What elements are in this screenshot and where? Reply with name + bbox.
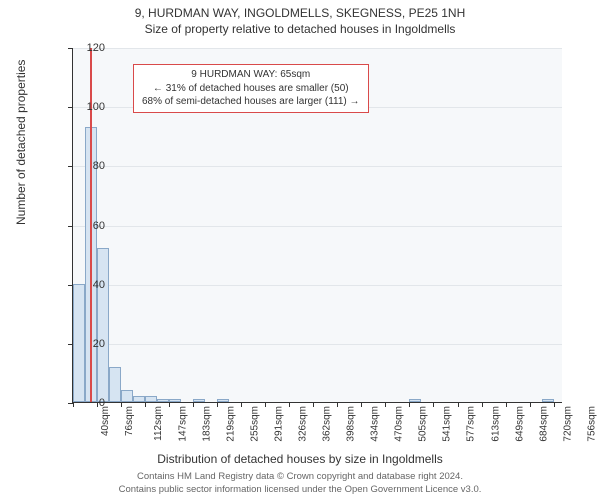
histogram-bar — [193, 399, 205, 402]
xtick-mark — [265, 402, 266, 407]
histogram-bar — [145, 396, 157, 402]
xtick-mark — [241, 402, 242, 407]
xtick-label: 183sqm — [202, 406, 213, 442]
gridline — [73, 344, 562, 345]
annotation-box: 9 HURDMAN WAY: 65sqm← 31% of detached ho… — [133, 64, 369, 113]
xtick-label: 362sqm — [322, 406, 333, 442]
xtick-mark — [313, 402, 314, 407]
xtick-label: 684sqm — [538, 406, 549, 442]
histogram-bar — [97, 248, 109, 402]
xtick-mark — [530, 402, 531, 407]
xtick-mark — [217, 402, 218, 407]
footer-line-2: Contains public sector information licen… — [0, 484, 600, 496]
xtick-mark — [385, 402, 386, 407]
xtick-label: 76sqm — [124, 406, 135, 436]
ytick-label: 40 — [75, 279, 105, 291]
xtick-label: 398sqm — [346, 406, 357, 442]
xtick-mark — [337, 402, 338, 407]
xtick-label: 219sqm — [226, 406, 237, 442]
xtick-label: 720sqm — [562, 406, 573, 442]
histogram-bar — [133, 396, 145, 402]
xtick-mark — [554, 402, 555, 407]
ytick-mark — [68, 226, 73, 227]
xtick-mark — [289, 402, 290, 407]
xtick-mark — [482, 402, 483, 407]
xtick-label: 541sqm — [442, 406, 453, 442]
xtick-label: 505sqm — [418, 406, 429, 442]
histogram-bar — [121, 390, 133, 402]
histogram-bar — [217, 399, 229, 402]
xtick-mark — [73, 402, 74, 407]
ytick-label: 80 — [75, 160, 105, 172]
xtick-mark — [458, 402, 459, 407]
xtick-label: 147sqm — [178, 406, 189, 442]
histogram-bar — [169, 399, 181, 402]
y-axis-label: Number of detached properties — [14, 60, 28, 225]
footer-attribution: Contains HM Land Registry data © Crown c… — [0, 471, 600, 496]
chart-plot-area: 40sqm76sqm112sqm147sqm183sqm219sqm255sqm… — [72, 48, 562, 403]
ytick-label: 0 — [75, 397, 105, 409]
gridline — [73, 166, 562, 167]
xtick-mark — [361, 402, 362, 407]
ytick-mark — [68, 107, 73, 108]
ytick-mark — [68, 166, 73, 167]
title-block: 9, HURDMAN WAY, INGOLDMELLS, SKEGNESS, P… — [0, 0, 600, 37]
annotation-line: 9 HURDMAN WAY: 65sqm — [142, 68, 360, 82]
xtick-label: 434sqm — [370, 406, 381, 442]
title-line-1: 9, HURDMAN WAY, INGOLDMELLS, SKEGNESS, P… — [0, 6, 600, 22]
xtick-mark — [409, 402, 410, 407]
histogram-bar — [409, 399, 421, 402]
xtick-label: 326sqm — [298, 406, 309, 442]
ytick-label: 100 — [75, 101, 105, 113]
footer-line-1: Contains HM Land Registry data © Crown c… — [0, 471, 600, 483]
xtick-label: 112sqm — [153, 406, 164, 441]
xtick-label: 577sqm — [466, 406, 477, 442]
xtick-mark — [169, 402, 170, 407]
xtick-label: 255sqm — [250, 406, 261, 442]
title-line-2: Size of property relative to detached ho… — [0, 22, 600, 38]
xtick-label: 756sqm — [586, 406, 597, 442]
ytick-label: 20 — [75, 338, 105, 350]
xtick-mark — [121, 402, 122, 407]
histogram-bar — [542, 399, 554, 402]
xtick-mark — [433, 402, 434, 407]
ytick-label: 60 — [75, 220, 105, 232]
xtick-mark — [506, 402, 507, 407]
annotation-line: 68% of semi-detached houses are larger (… — [142, 95, 360, 109]
gridline — [73, 48, 562, 49]
xtick-label: 649sqm — [514, 406, 525, 442]
x-axis-label: Distribution of detached houses by size … — [0, 452, 600, 466]
xtick-label: 470sqm — [394, 406, 405, 442]
histogram-bar — [109, 367, 121, 403]
ytick-label: 120 — [75, 42, 105, 54]
ytick-mark — [68, 48, 73, 49]
annotation-line: ← 31% of detached houses are smaller (50… — [142, 82, 360, 96]
xtick-mark — [193, 402, 194, 407]
xtick-label: 40sqm — [100, 406, 111, 436]
histogram-bar — [157, 399, 169, 402]
xtick-label: 613sqm — [490, 406, 501, 442]
xtick-label: 291sqm — [274, 406, 285, 442]
gridline — [73, 226, 562, 227]
gridline — [73, 285, 562, 286]
xtick-mark — [145, 402, 146, 407]
